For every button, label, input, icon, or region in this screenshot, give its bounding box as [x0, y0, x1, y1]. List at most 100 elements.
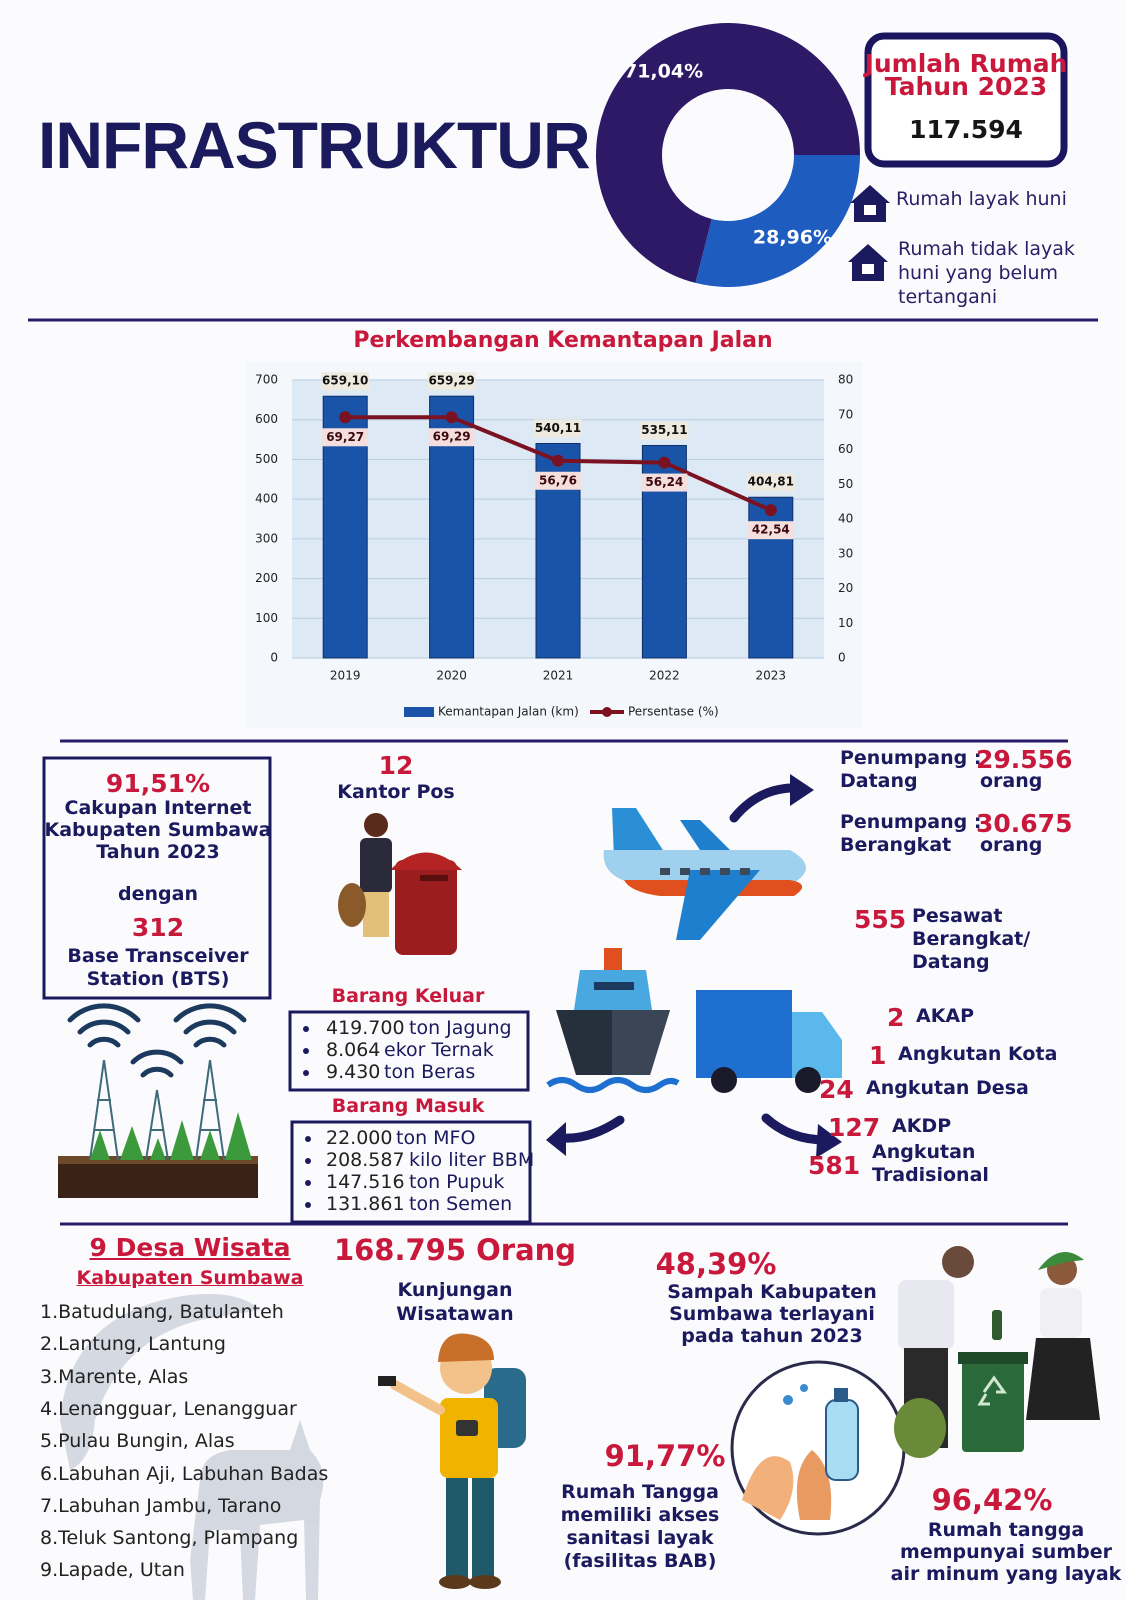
waste-label: pada tahun 2023 [681, 1325, 863, 1347]
donut-label: 28,96% [753, 226, 832, 248]
flight-label: Berangkat/ [912, 928, 1031, 950]
bar-value-label: 540,11 [535, 421, 581, 435]
x-tick-label: 2022 [649, 669, 680, 683]
transport-count: 2 [887, 1003, 905, 1032]
sanitation-label: sanitasi layak [566, 1527, 714, 1549]
goods-amount: 131.861 [326, 1193, 405, 1215]
line-point [764, 504, 777, 517]
goods-amount: 8.064 [326, 1039, 381, 1061]
goods-desc: ton MFO [396, 1127, 476, 1149]
internet-label: Kabupaten Sumbawa [44, 819, 272, 841]
tourist-illustration [378, 1333, 526, 1589]
transport-label: AKDP [892, 1115, 952, 1137]
line-point [339, 411, 352, 424]
x-tick-label: 2021 [543, 669, 574, 683]
bar-value-label: 404,81 [748, 475, 794, 489]
housing-value: 117.594 [909, 115, 1023, 144]
y-tick-label: 700 [255, 373, 278, 387]
village-item: 1.Batudulang, Batulanteh [40, 1301, 284, 1323]
page-title: INFRASTRUKTUR [38, 108, 591, 182]
village-item: 4.Lenangguar, Lenangguar [40, 1397, 297, 1420]
transport-label: Angkutan Desa [866, 1077, 1029, 1099]
passenger-label: Penumpang : [840, 811, 982, 833]
bts-label: Base Transceiver [67, 945, 249, 967]
legend-marker [602, 707, 612, 717]
line-value-bg [641, 473, 688, 492]
y-tick-label: 600 [255, 412, 278, 426]
internet-label: Tahun 2023 [96, 841, 220, 863]
water-label: mempunyai sumber [900, 1541, 1112, 1563]
bar-value-bg [321, 372, 370, 391]
legend-label: Rumah tidak layak huni yang belum tertan… [898, 238, 1075, 308]
y-tick-label: 200 [255, 571, 278, 585]
goods-desc: ton Pupuk [409, 1171, 505, 1193]
internet-label: Cakupan Internet [64, 797, 252, 819]
sanitation-illustration [730, 1360, 906, 1536]
bar-value-label: 659,10 [322, 374, 368, 388]
goods-amount: 147.516 [326, 1171, 405, 1193]
y2-tick-label: 50 [838, 477, 853, 491]
line-value-bg [747, 521, 794, 540]
y-tick-label: 400 [255, 492, 278, 506]
chart-title: Perkembangan Kemantapan Jalan [353, 328, 773, 353]
post-illustration [338, 813, 462, 955]
transport-label: Angkutan [872, 1141, 976, 1163]
y-tick-label: 500 [255, 452, 278, 466]
passenger-label: Penumpang : [840, 747, 982, 769]
house-icon [848, 185, 890, 281]
line-value-bg [322, 428, 369, 447]
passenger-label: Berangkat [840, 834, 952, 856]
goods-title: Barang Keluar [331, 985, 485, 1007]
transport-count: 581 [808, 1151, 861, 1180]
y2-tick-label: 10 [838, 616, 853, 630]
passenger-unit: orang [980, 834, 1043, 856]
visitor-label: Kunjungan [397, 1279, 513, 1301]
goods-title: Barang Masuk [331, 1095, 485, 1117]
transport-count: 1 [869, 1041, 887, 1070]
transport-count: 127 [828, 1113, 881, 1142]
waste-label: Sampah Kabupaten [667, 1281, 877, 1303]
bar-value-label: 535,11 [641, 423, 687, 437]
housing-label: Jumlah Rumah [864, 49, 1068, 78]
sanitation-label: (fasilitas BAB) [563, 1550, 717, 1572]
goods-out-box [288, 1010, 530, 1092]
goods-desc: ekor Ternak [384, 1039, 494, 1061]
goods-in-box [290, 1120, 532, 1224]
legend-label: Persentase (%) [628, 705, 719, 719]
truck-illustration [696, 990, 842, 1093]
sanitation-label: memiliki akses [560, 1504, 720, 1526]
goods-desc: ton Jagung [409, 1017, 512, 1039]
line-value-bg [535, 471, 581, 490]
transport-label: AKAP [916, 1005, 975, 1027]
village-item: 3.Marente, Alas [40, 1365, 189, 1388]
line-value-bg [428, 428, 475, 447]
waste-illustration [894, 1246, 1100, 1458]
plane-illustration [603, 808, 806, 940]
transport-label: Angkutan Kota [898, 1043, 1058, 1065]
post-count: 12 [378, 751, 414, 780]
housing-label: Tahun 2023 [884, 72, 1048, 101]
y2-tick-label: 20 [838, 581, 853, 595]
water-label: air minum yang layak [890, 1563, 1122, 1585]
y2-tick-label: 60 [838, 442, 853, 456]
donut-slice [695, 155, 860, 287]
legend-label: Rumah layak huni [896, 188, 1067, 210]
legend-label: Kemantapan Jalan (km) [438, 705, 579, 719]
y-tick-label: 100 [255, 611, 278, 625]
y2-tick-label: 0 [838, 651, 846, 665]
line-value-label: 56,76 [539, 473, 577, 487]
x-tick-label: 2019 [330, 669, 361, 683]
flight-label: Datang [912, 951, 990, 973]
visitor-label: Wisatawan [396, 1303, 514, 1325]
line-value-label: 56,24 [645, 475, 683, 489]
y-tick-label: 0 [270, 651, 278, 665]
internet-connector: dengan [118, 883, 198, 905]
waste-percent: 48,39% [655, 1247, 777, 1281]
passenger-unit: orang [980, 770, 1043, 792]
village-item: 5.Pulau Bungin, Alas [40, 1430, 235, 1453]
line-value-label: 69,29 [433, 430, 471, 444]
transport-label: Tradisional [872, 1164, 989, 1186]
village-item: 6.Labuhan Aji, Labuhan Badas [40, 1462, 329, 1485]
